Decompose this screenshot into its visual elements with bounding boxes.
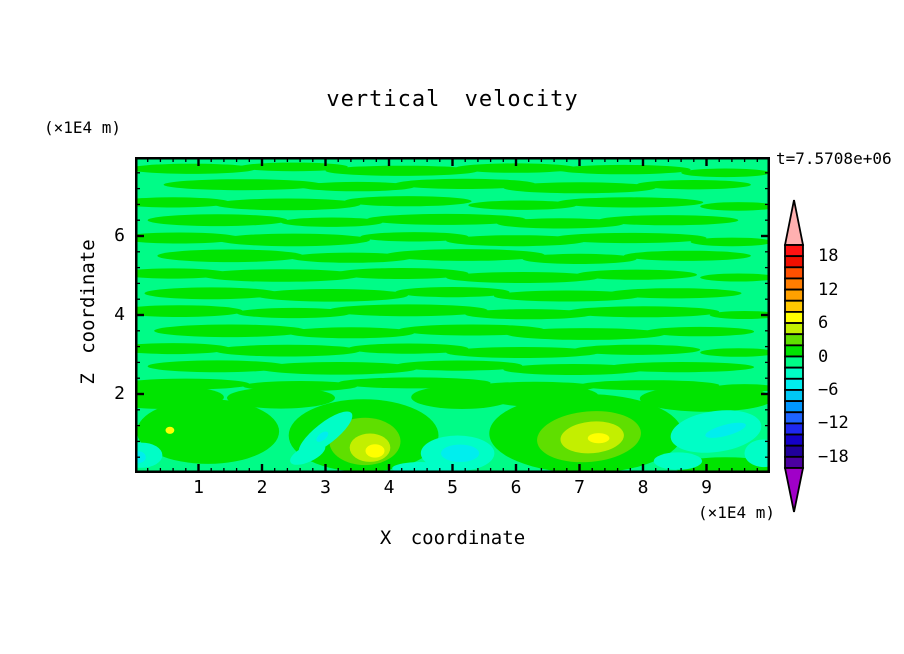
z-tick-label: 4 xyxy=(114,304,125,325)
z-tick-label: 2 xyxy=(114,383,125,404)
contour-plot xyxy=(135,157,770,473)
colorbar-tick-label: −6 xyxy=(818,379,839,400)
colorbar-tick-label: 12 xyxy=(818,279,839,300)
colorbar: 18 12 6 0 −6 −12 −18 xyxy=(781,198,891,523)
x-tick-label: 4 xyxy=(383,477,395,498)
x-axis-title: X coordinate xyxy=(379,527,526,549)
x-tick-label: 2 xyxy=(256,477,268,498)
colorbar-tick-label: −12 xyxy=(818,413,849,434)
x-tick-label: 9 xyxy=(701,477,712,498)
colorbar-svg xyxy=(783,199,805,513)
x-tick-label: 7 xyxy=(574,477,585,498)
x-tick-label: 8 xyxy=(637,477,649,498)
x-axis-tick-labels: 1 2 3 4 5 6 7 8 9 xyxy=(135,477,770,499)
colorbar-tick-label: 18 xyxy=(818,246,839,267)
colorbar-tick-label: 6 xyxy=(818,313,829,334)
x-tick-label: 3 xyxy=(320,477,331,498)
contour-field xyxy=(135,157,770,473)
z-axis-tick-labels: 2 4 6 xyxy=(93,157,125,473)
x-tick-label: 1 xyxy=(193,477,204,498)
plot-title: vertical velocity xyxy=(326,87,579,112)
x-tick-label: 6 xyxy=(510,477,522,498)
z-axis-unit-label: (×1E4 m) xyxy=(44,118,122,137)
z-tick-label: 6 xyxy=(114,225,125,246)
time-label: t=7.5708e+06 xyxy=(776,149,892,168)
x-axis-unit-label: (×1E4 m) xyxy=(697,503,775,522)
colorbar-tick-label: −18 xyxy=(818,446,849,467)
colorbar-tick-label: 0 xyxy=(818,346,829,367)
x-tick-label: 5 xyxy=(447,477,458,498)
